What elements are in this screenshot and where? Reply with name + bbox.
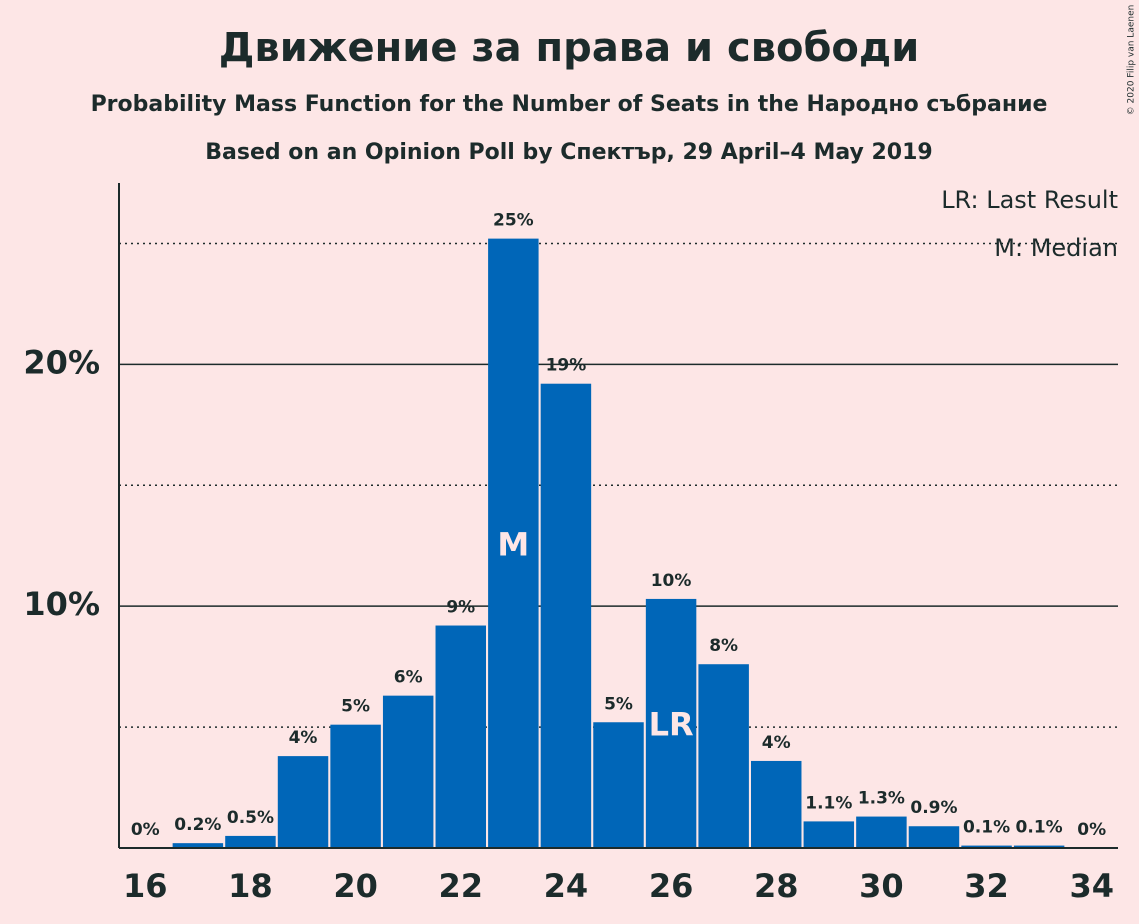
value-label: 0.1%	[1016, 818, 1063, 838]
bar	[382, 695, 434, 848]
bar	[856, 816, 907, 848]
y-tick-label: 20%	[23, 343, 100, 381]
bar	[172, 843, 224, 848]
value-label: 0%	[1077, 820, 1106, 840]
x-tick-label: 16	[123, 867, 168, 905]
x-tick-label: 22	[438, 867, 483, 905]
bar	[961, 845, 1012, 848]
bar	[1013, 845, 1065, 848]
value-label: 0.1%	[963, 818, 1010, 838]
value-label: 0.5%	[227, 808, 274, 828]
bar	[698, 664, 749, 848]
bar	[593, 722, 644, 848]
bar	[540, 383, 592, 848]
bar	[645, 598, 697, 848]
value-label: 1.3%	[858, 789, 905, 809]
x-tick-label: 20	[333, 867, 378, 905]
value-label: 4%	[762, 733, 791, 753]
value-label: 10%	[651, 571, 692, 591]
marker-label: LR	[649, 705, 694, 743]
x-tick-label: 18	[228, 867, 273, 905]
value-label: 1.1%	[805, 793, 852, 813]
copyright: © 2020 Filip van Laenen	[1127, 5, 1137, 116]
value-label: 19%	[546, 356, 587, 376]
value-label: 0%	[131, 820, 160, 840]
x-tick-label: 32	[964, 867, 1009, 905]
value-label: 5%	[341, 697, 370, 717]
bar	[225, 835, 276, 848]
x-tick-label: 26	[649, 867, 694, 905]
x-tick-label: 24	[544, 867, 589, 905]
bar	[750, 760, 802, 848]
x-tick-label: 34	[1069, 867, 1114, 905]
x-tick-label: 30	[859, 867, 904, 905]
bar	[803, 821, 855, 848]
chart-subtitle: Probability Mass Function for the Number…	[91, 92, 1048, 117]
value-label: 9%	[446, 598, 475, 618]
bar	[908, 826, 960, 848]
value-label: 25%	[493, 211, 534, 231]
bar	[330, 724, 381, 848]
chart-title: Движение за права и свободи	[219, 25, 919, 71]
x-tick-label: 28	[754, 867, 799, 905]
bar	[488, 238, 539, 849]
legend-entry: M: Median	[994, 234, 1118, 262]
marker-label: M	[497, 525, 529, 563]
bar	[435, 625, 487, 848]
y-tick-label: 10%	[23, 585, 100, 623]
value-label: 0.2%	[174, 815, 221, 835]
legend-entry: LR: Last Result	[941, 186, 1118, 214]
value-label: 5%	[604, 694, 633, 714]
value-label: 8%	[709, 636, 738, 656]
bar	[277, 756, 329, 848]
value-label: 6%	[394, 668, 423, 688]
chart-subtitle: Based on an Opinion Poll by Спектър, 29 …	[205, 140, 932, 165]
value-label: 4%	[289, 728, 318, 748]
value-label: 0.9%	[910, 798, 957, 818]
